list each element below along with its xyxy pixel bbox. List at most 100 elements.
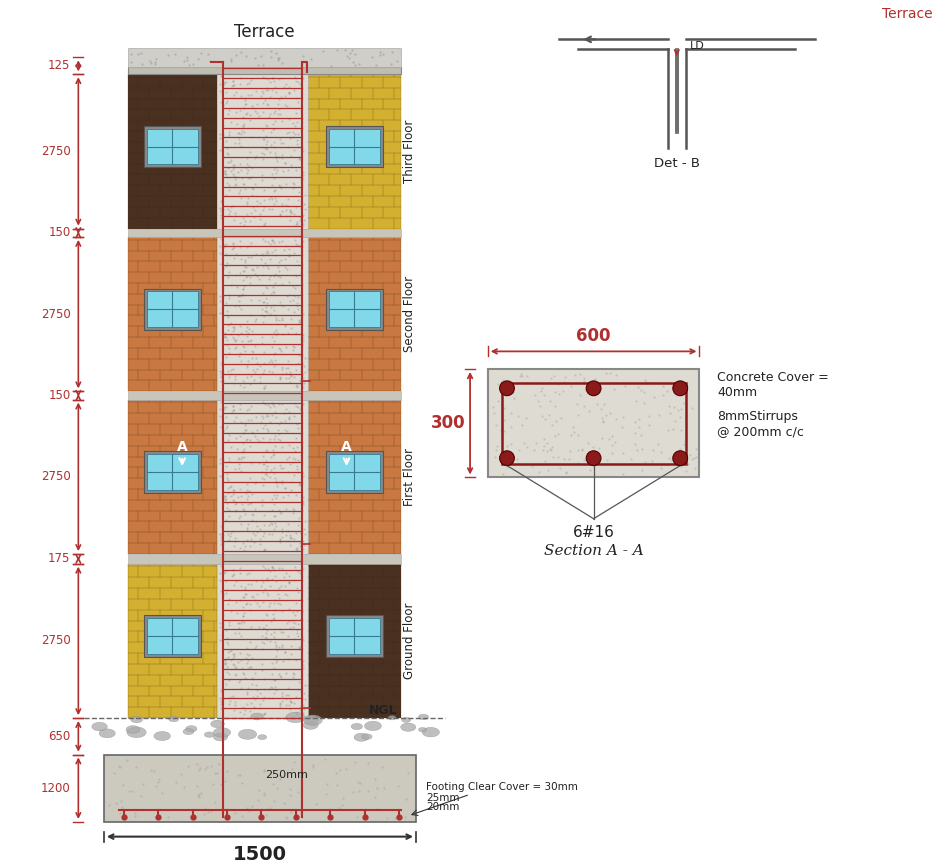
Point: [214, 683, 229, 697]
Point: [227, 376, 242, 390]
Point: [226, 413, 241, 427]
Point: [283, 695, 298, 709]
Point: [143, 56, 159, 70]
Point: [216, 166, 231, 180]
Point: [215, 358, 230, 372]
Point: [238, 255, 253, 269]
Point: [214, 356, 229, 370]
Point: [247, 529, 262, 542]
Point: [249, 514, 264, 528]
Point: [223, 153, 238, 167]
Point: [269, 166, 284, 180]
Point: [271, 596, 286, 610]
Point: [242, 215, 257, 228]
Point: [278, 567, 294, 580]
Point: [631, 412, 646, 426]
Point: [242, 661, 257, 675]
Point: [233, 346, 248, 360]
Point: [645, 375, 660, 389]
Point: [235, 614, 250, 628]
Point: [214, 211, 229, 225]
Point: [295, 234, 311, 248]
Point: [264, 177, 279, 191]
Point: [292, 376, 307, 390]
Point: [253, 196, 268, 210]
Point: [272, 397, 287, 411]
Point: [347, 58, 362, 72]
Point: [267, 596, 282, 610]
Point: [237, 503, 252, 516]
Point: [266, 686, 281, 700]
Point: [240, 326, 256, 340]
Point: [294, 470, 310, 484]
Point: [242, 113, 257, 127]
Point: [240, 171, 256, 185]
Point: [205, 777, 220, 791]
Point: [259, 281, 275, 295]
Point: [684, 401, 699, 415]
Point: [231, 186, 246, 200]
Point: [278, 77, 294, 91]
Point: [246, 535, 261, 549]
Point: [237, 376, 252, 390]
Point: [288, 616, 303, 630]
Point: [280, 139, 295, 153]
Point: [213, 633, 228, 647]
Point: [256, 248, 271, 262]
Point: [294, 144, 310, 157]
Point: [661, 452, 676, 465]
Point: [161, 48, 176, 61]
Point: [278, 198, 294, 212]
Point: [237, 344, 252, 358]
Point: [296, 522, 312, 536]
Point: [245, 345, 260, 359]
Point: [264, 71, 279, 85]
Point: [646, 390, 661, 404]
Point: [269, 410, 284, 424]
Point: [274, 670, 289, 684]
Point: [274, 625, 289, 639]
Point: [288, 127, 303, 141]
Point: [249, 200, 264, 214]
Point: [263, 516, 278, 529]
Point: [241, 566, 256, 580]
Point: [352, 57, 367, 71]
Point: [249, 189, 264, 202]
Point: [286, 339, 301, 353]
Point: [256, 379, 272, 393]
Point: [259, 81, 275, 95]
Point: [237, 708, 252, 721]
Point: [319, 787, 334, 801]
Point: [215, 469, 230, 483]
Point: [228, 660, 243, 674]
Point: [254, 253, 269, 266]
Point: [289, 278, 304, 292]
Point: [256, 218, 272, 232]
Point: [273, 107, 288, 121]
Point: [270, 51, 285, 65]
Point: [219, 496, 235, 509]
Point: [575, 442, 590, 456]
Point: [289, 201, 304, 215]
Point: [207, 766, 222, 780]
Ellipse shape: [422, 727, 440, 737]
Point: [276, 243, 292, 257]
Point: [241, 322, 256, 336]
Point: [169, 775, 184, 789]
Point: [296, 359, 312, 373]
Point: [338, 42, 353, 56]
Point: [285, 343, 300, 357]
Point: [496, 400, 511, 414]
Point: [225, 236, 240, 250]
Ellipse shape: [362, 734, 372, 740]
Point: [281, 248, 296, 262]
Point: [281, 574, 296, 588]
Point: [212, 616, 227, 630]
Point: [281, 208, 296, 222]
Point: [265, 123, 280, 137]
Point: [294, 605, 310, 618]
Point: [671, 452, 686, 465]
Point: [220, 364, 236, 378]
Point: [230, 165, 245, 179]
Point: [287, 247, 302, 260]
